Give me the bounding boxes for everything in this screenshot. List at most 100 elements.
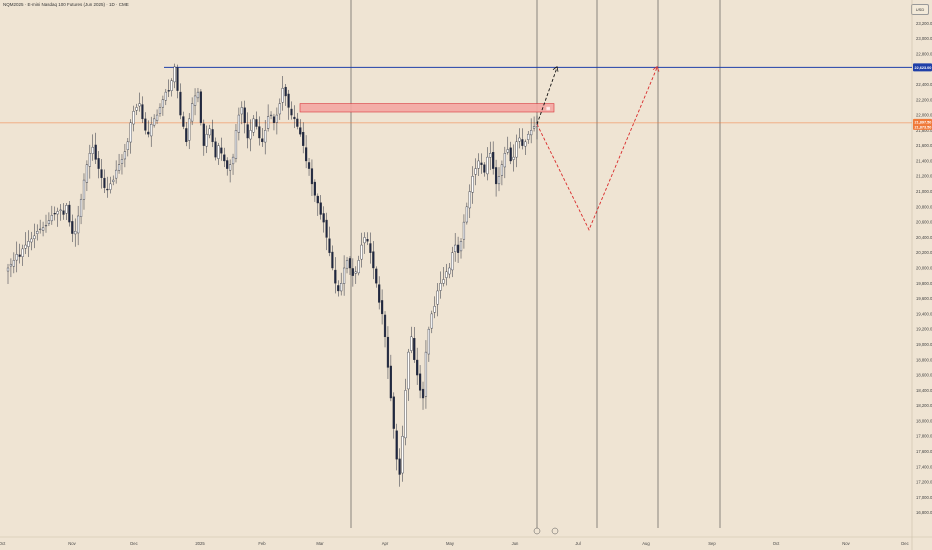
candle-body <box>430 313 433 329</box>
resistance-price-tag <box>913 63 932 72</box>
y-tick-label: 21,600.00 <box>916 143 932 148</box>
candle-body <box>62 210 65 215</box>
candle-body <box>468 191 471 209</box>
x-tick-label: Jul <box>575 541 580 546</box>
candle-body <box>451 252 454 271</box>
candle-body <box>188 118 191 141</box>
candle-body <box>486 156 489 175</box>
x-tick-label: Apr <box>382 541 389 546</box>
y-tick-label: 21,000.00 <box>916 189 932 194</box>
candle-body <box>59 209 62 211</box>
candle-body <box>445 271 448 278</box>
candle-body <box>462 221 466 240</box>
y-tick-label: 19,400.00 <box>916 311 932 316</box>
currency-badge[interactable]: USD <box>911 4 929 15</box>
candle-body <box>492 152 495 169</box>
projection-red-arrowhead <box>652 66 660 72</box>
candle-body <box>284 86 287 97</box>
candle-body <box>191 103 194 122</box>
alert-icon[interactable] <box>533 527 541 535</box>
candle-body <box>36 231 39 234</box>
event-icon[interactable] <box>551 527 559 535</box>
candle-body <box>50 215 53 222</box>
candle-body <box>524 141 527 147</box>
candle-body <box>82 179 86 200</box>
y-tick-label: 17,600.00 <box>916 449 932 454</box>
y-tick-label: 22,400.00 <box>916 82 932 87</box>
candle-body <box>129 122 132 143</box>
candle-body <box>456 244 460 253</box>
candle-body <box>489 153 492 158</box>
y-tick-label: 19,800.00 <box>916 281 932 286</box>
candle-body <box>179 91 182 116</box>
candle-body <box>307 162 311 169</box>
chart-title: NQM2025 · E-mini Nasdaq 100 Futures (Jun… <box>3 2 129 7</box>
candle-body <box>94 144 97 160</box>
candle-body <box>223 154 226 162</box>
candle-body <box>351 268 354 276</box>
candle-body <box>325 219 328 238</box>
candle-body <box>234 130 238 159</box>
candle-body <box>220 147 223 154</box>
candle-body <box>281 88 284 103</box>
x-tick-label: Feb <box>258 541 266 546</box>
candle-body <box>378 284 381 303</box>
supply-zone <box>299 103 555 113</box>
candle-body <box>372 251 375 269</box>
candle-body <box>44 224 48 227</box>
candle-body <box>530 130 533 136</box>
candle-body <box>500 164 504 176</box>
candle-body <box>363 237 366 244</box>
candle-body <box>398 458 401 475</box>
y-tick-label: 22,800.00 <box>916 51 932 56</box>
candle-body <box>424 351 428 397</box>
candle-body <box>512 156 515 160</box>
y-tick-label: 18,400.00 <box>916 388 932 393</box>
candle-body <box>313 181 316 196</box>
candle-body <box>477 160 480 169</box>
candle-body <box>310 168 314 185</box>
candle-body <box>316 195 319 204</box>
candle-body <box>264 130 267 143</box>
candle-body <box>269 114 273 117</box>
x-tick-label: 2025 <box>195 541 205 546</box>
candle-body <box>77 215 80 234</box>
candle-body <box>231 156 235 165</box>
candle-body <box>155 114 159 121</box>
candle-body <box>459 241 463 252</box>
candle-body <box>518 137 521 142</box>
candle-body <box>299 127 302 135</box>
candle-body <box>147 131 150 135</box>
x-tick-label: Nov <box>68 541 76 546</box>
candle-body <box>39 228 42 231</box>
candle-body <box>68 204 71 223</box>
y-tick-label: 23,200.00 <box>916 21 932 26</box>
candle-body <box>369 243 372 253</box>
projection-red-path <box>536 67 658 231</box>
candle-body <box>287 93 290 108</box>
y-tick-label: 21,800.00 <box>916 128 932 133</box>
candle-body <box>407 351 410 390</box>
y-tick-label: 20,400.00 <box>916 235 932 240</box>
x-tick-label: Dec <box>901 541 908 546</box>
y-tick-label: 17,800.00 <box>916 434 932 439</box>
candle-body <box>167 90 170 92</box>
candle-body <box>521 139 524 146</box>
current-price-tag <box>913 118 932 130</box>
candle-body <box>527 133 530 140</box>
candle-body <box>120 159 124 164</box>
candle-body <box>226 160 229 169</box>
candle-body <box>30 238 33 243</box>
candle-body <box>506 149 509 153</box>
candle-body <box>380 300 384 315</box>
candle-body <box>246 124 249 139</box>
candle-body <box>56 211 59 215</box>
candle-body <box>454 244 457 252</box>
candle-body <box>33 235 36 239</box>
candle-body <box>211 129 214 143</box>
candle-body <box>109 183 112 190</box>
y-tick-label: 19,000.00 <box>916 342 932 347</box>
candle-body <box>337 285 340 292</box>
